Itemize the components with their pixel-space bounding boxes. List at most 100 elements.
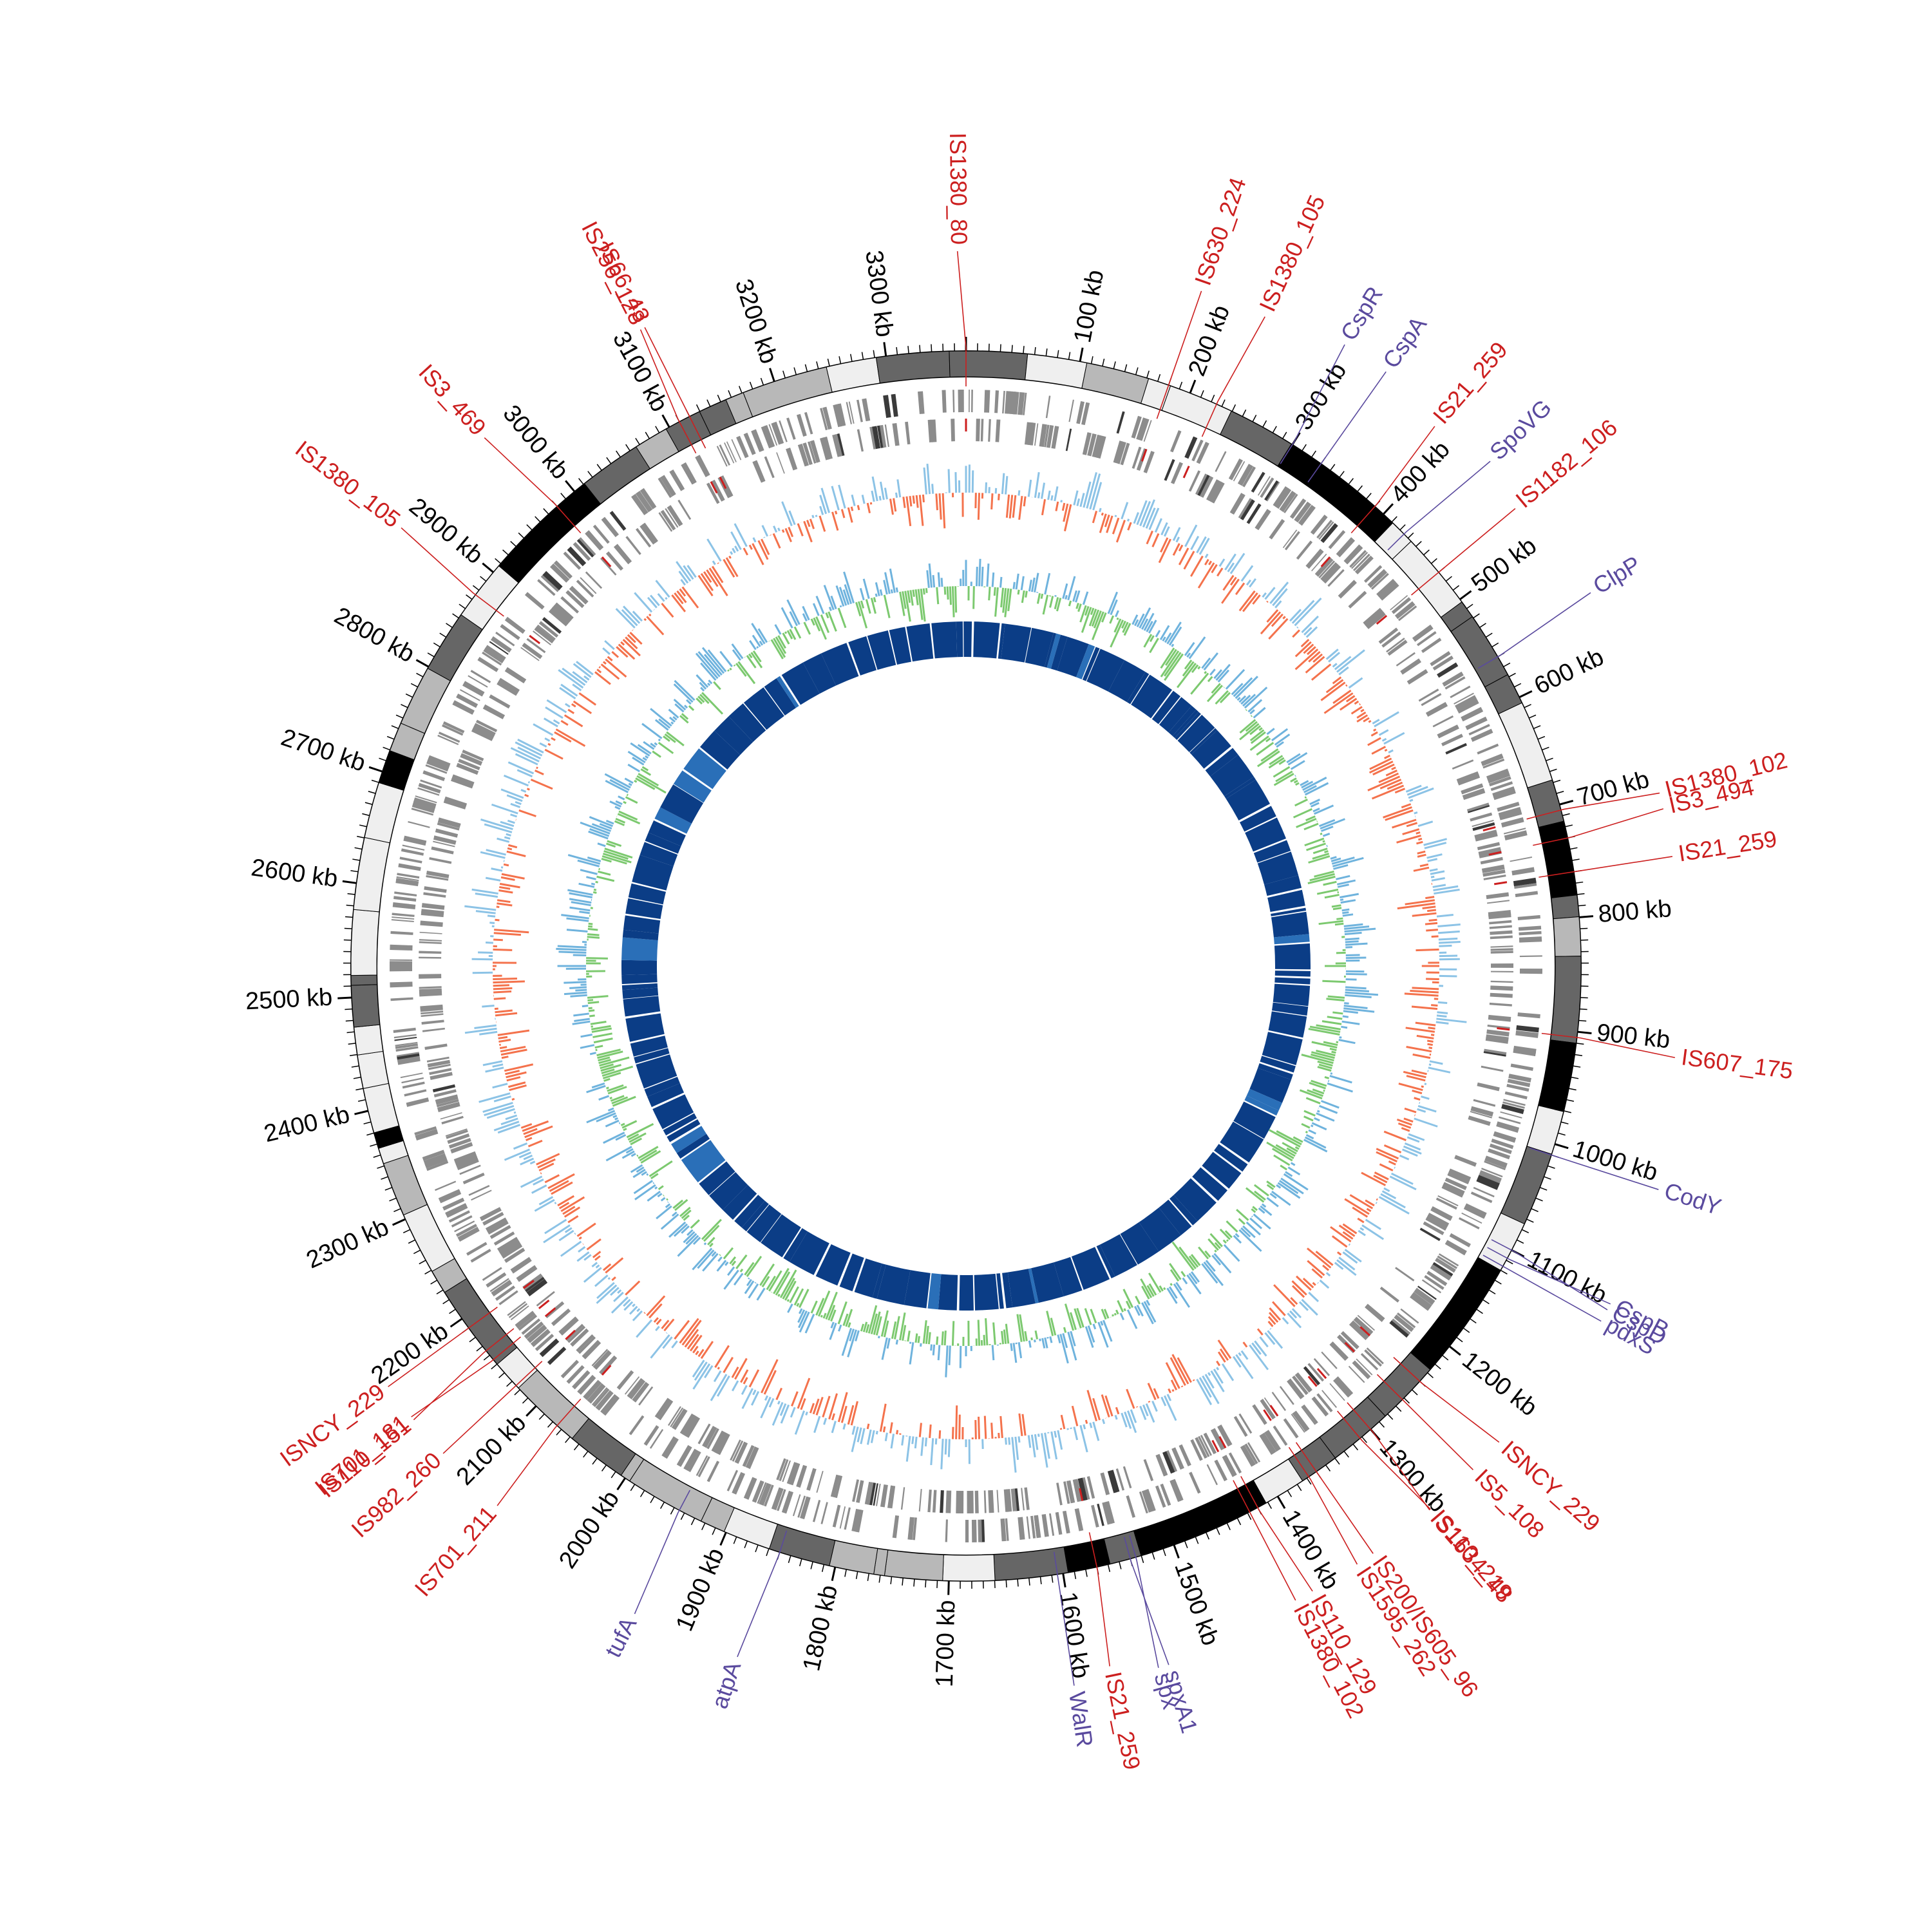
minor-tick (1470, 1318, 1477, 1324)
gc-content-bar (1269, 1129, 1301, 1148)
cds-feature (627, 1378, 644, 1398)
cds-feature (1435, 1197, 1457, 1210)
cds-feature (1252, 1404, 1267, 1425)
gc-skew-bar (583, 1267, 602, 1283)
gc-skew-bar (1050, 1431, 1058, 1460)
gc-content-bar (1276, 1130, 1302, 1146)
homology-block (676, 1133, 710, 1159)
minor-tick (535, 516, 541, 523)
gc-content-bar (789, 611, 799, 627)
gc-content-bar (1044, 1337, 1048, 1349)
gc-skew-bar (1374, 1171, 1389, 1180)
gc-skew-bar (1417, 1104, 1437, 1113)
cds-feature (641, 522, 658, 544)
minor-tick (452, 613, 459, 619)
cds-feature (401, 1077, 424, 1084)
is-element-marker (1493, 881, 1508, 886)
gc-content-bar (793, 1288, 804, 1306)
gc-skew-bar (1338, 666, 1349, 676)
minor-tick (1565, 824, 1573, 828)
gc-skew-bar (520, 789, 527, 793)
gc-skew-bar (607, 656, 613, 661)
cds-feature (1430, 1266, 1450, 1281)
gc-skew-bar (594, 1255, 601, 1261)
cds-feature (1191, 439, 1204, 462)
cds-feature (1271, 1392, 1287, 1411)
gc-skew-bar (1273, 1284, 1296, 1307)
gc-content-bar (1034, 573, 1039, 592)
cds-feature (1470, 728, 1493, 742)
gc-content-bar (1056, 598, 1062, 612)
gc-content-bar (1123, 623, 1132, 636)
cds-feature (1255, 509, 1271, 531)
gc-skew-bar (506, 794, 523, 802)
cds-feature (401, 848, 424, 856)
cds-feature (418, 782, 441, 793)
minor-tick (430, 1280, 438, 1285)
gc-content-bar (657, 1193, 663, 1198)
homology-block (1210, 754, 1255, 797)
gc-skew-bar (834, 511, 838, 515)
cds-feature (1348, 591, 1367, 609)
gc-content-bar (674, 703, 685, 713)
gc-skew-bar (510, 813, 518, 818)
is-element-label: IS630_224 (1189, 174, 1251, 289)
cds-feature (884, 424, 889, 448)
cds-feature (1241, 1444, 1256, 1466)
cds-feature (1489, 776, 1511, 787)
cds-feature (479, 1207, 502, 1222)
cds-feature (1329, 1341, 1349, 1361)
cds-feature (1466, 802, 1490, 813)
cds-feature (800, 444, 808, 466)
gc-skew-bar (498, 1039, 511, 1043)
cds-feature (797, 1495, 806, 1518)
gc-skew-bar (831, 1413, 835, 1421)
gc-content-bar (739, 1268, 744, 1273)
gc-content-bar (1274, 734, 1291, 746)
cds-feature (524, 1321, 544, 1340)
gc-skew-bar (1139, 501, 1151, 527)
is-element-label-leader (1539, 856, 1673, 878)
cds-feature (1519, 955, 1542, 958)
gc-content-bar (1308, 1129, 1316, 1135)
homology-block (1268, 1011, 1307, 1038)
cds-feature (526, 1278, 548, 1296)
cds-feature (551, 1308, 571, 1327)
cds-feature (1279, 1386, 1294, 1405)
gc-content-bar (902, 1325, 907, 1341)
tick-label: 2500 kb (245, 984, 333, 1016)
gc-content-bar (1042, 594, 1049, 615)
minor-tick (650, 1495, 655, 1504)
gc-skew-bar (500, 876, 515, 881)
cds-feature (1251, 471, 1265, 493)
cds-feature (830, 1474, 840, 1498)
gc-skew-bar (1376, 1151, 1397, 1162)
gc-content-bar (1312, 1088, 1325, 1095)
gene-label-leader (634, 1490, 690, 1615)
cds-feature (436, 1099, 459, 1108)
gc-content-bar (666, 1198, 668, 1201)
karyotype-band (1161, 385, 1232, 435)
is-element-label-leader (644, 327, 706, 449)
cds-feature (492, 636, 512, 651)
gc-skew-bar (1439, 944, 1452, 947)
gc-content-bar (1317, 1060, 1333, 1067)
gc-skew-bar (1413, 866, 1430, 872)
cds-feature (1490, 985, 1513, 991)
gc-content-bar (860, 1323, 865, 1332)
cds-feature (1493, 1131, 1517, 1142)
minor-tick (1580, 927, 1588, 929)
gc-content-bar (1021, 590, 1025, 603)
cds-feature (1231, 460, 1243, 480)
gc-content-bar (839, 605, 842, 608)
gc-content-bar (799, 1308, 803, 1314)
cds-feature (976, 419, 980, 442)
gc-content-bar (1307, 875, 1336, 885)
gc-content-bar (1316, 1110, 1320, 1113)
minor-tick (1456, 1336, 1463, 1343)
gc-content-bar (802, 613, 808, 622)
minor-tick (1549, 768, 1557, 772)
gc-skew-bar (484, 823, 513, 833)
cds-feature (457, 762, 479, 773)
gc-content-bar (1286, 753, 1301, 764)
